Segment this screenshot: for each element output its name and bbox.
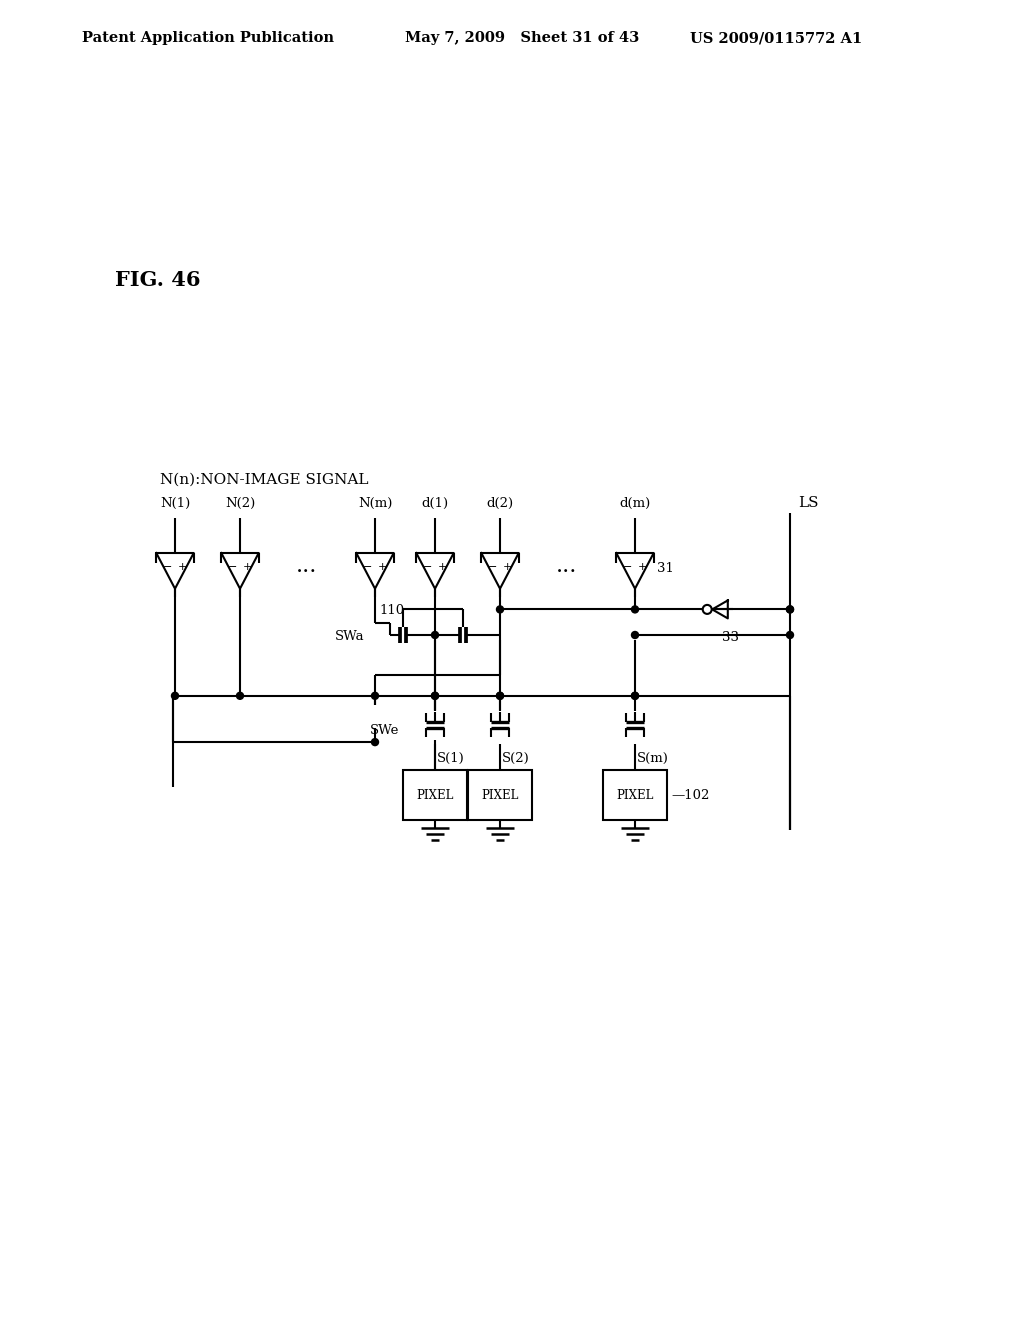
Circle shape — [237, 692, 244, 700]
Text: −: − — [364, 561, 373, 572]
Text: +: + — [503, 561, 512, 572]
Text: +: + — [243, 561, 252, 572]
Text: N(2): N(2) — [225, 498, 255, 510]
Text: PIXEL: PIXEL — [417, 789, 454, 801]
Text: d(1): d(1) — [422, 498, 449, 510]
Circle shape — [632, 692, 639, 700]
Text: N(1): N(1) — [160, 498, 190, 510]
Text: LS: LS — [798, 496, 818, 510]
Text: d(m): d(m) — [620, 498, 650, 510]
Text: —102: —102 — [671, 789, 710, 801]
Circle shape — [431, 692, 438, 700]
Text: 33: 33 — [722, 631, 739, 644]
Bar — [403, 771, 467, 821]
Circle shape — [372, 739, 379, 746]
Text: ...: ... — [556, 554, 578, 577]
Circle shape — [702, 605, 712, 614]
Circle shape — [171, 692, 178, 700]
Circle shape — [632, 692, 639, 700]
Text: −: − — [488, 561, 498, 572]
Bar — [468, 771, 532, 821]
Text: 110: 110 — [379, 605, 404, 618]
Bar — [603, 771, 667, 821]
Circle shape — [497, 692, 504, 700]
Text: S(2): S(2) — [502, 752, 529, 766]
Circle shape — [497, 692, 504, 700]
Text: SWe: SWe — [370, 723, 399, 737]
Text: FIG. 46: FIG. 46 — [115, 271, 201, 290]
Circle shape — [372, 692, 379, 700]
Text: PIXEL: PIXEL — [481, 789, 519, 801]
Circle shape — [786, 631, 794, 639]
Text: May 7, 2009   Sheet 31 of 43: May 7, 2009 Sheet 31 of 43 — [406, 30, 639, 45]
Circle shape — [632, 606, 639, 612]
Text: US 2009/0115772 A1: US 2009/0115772 A1 — [690, 30, 862, 45]
Text: −: − — [624, 561, 633, 572]
Circle shape — [497, 606, 504, 612]
Circle shape — [431, 631, 438, 639]
Text: N(m): N(m) — [357, 498, 392, 510]
Text: −: − — [423, 561, 432, 572]
Text: Patent Application Publication: Patent Application Publication — [82, 30, 334, 45]
Text: S(1): S(1) — [437, 752, 465, 766]
Text: PIXEL: PIXEL — [616, 789, 653, 801]
Text: 31: 31 — [657, 561, 674, 574]
Circle shape — [786, 606, 794, 612]
Text: N(n):NON-IMAGE SIGNAL: N(n):NON-IMAGE SIGNAL — [160, 473, 369, 487]
Text: d(2): d(2) — [486, 498, 514, 510]
Circle shape — [431, 692, 438, 700]
Text: ...: ... — [296, 554, 317, 577]
Text: −: − — [163, 561, 173, 572]
Text: −: − — [228, 561, 238, 572]
Text: SWa: SWa — [336, 631, 365, 644]
Circle shape — [786, 606, 794, 612]
Text: +: + — [378, 561, 387, 572]
Text: +: + — [437, 561, 446, 572]
Text: +: + — [637, 561, 647, 572]
Text: S(m): S(m) — [637, 752, 669, 766]
Circle shape — [632, 631, 639, 639]
Text: +: + — [177, 561, 186, 572]
